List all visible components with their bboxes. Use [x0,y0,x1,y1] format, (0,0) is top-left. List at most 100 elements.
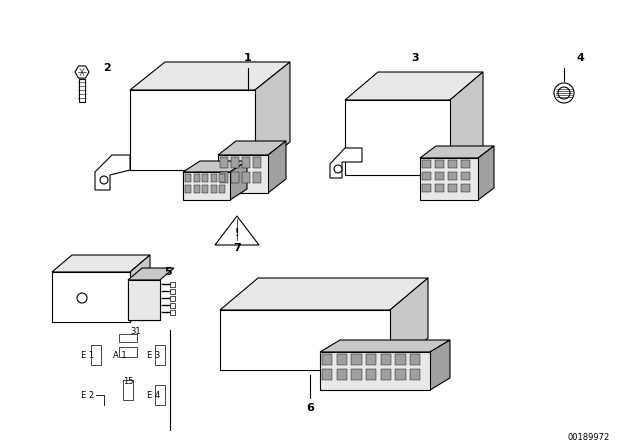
Bar [170,303,175,308]
Text: A 1: A 1 [113,350,127,359]
Polygon shape [128,268,174,280]
Text: 15: 15 [123,378,133,387]
Text: E 3: E 3 [147,350,161,359]
Polygon shape [215,216,259,245]
Polygon shape [345,72,483,100]
Polygon shape [268,141,286,193]
Bar [242,157,250,168]
Text: E 4: E 4 [147,391,161,400]
Polygon shape [183,172,230,200]
Bar [422,160,431,168]
Polygon shape [255,62,290,170]
Polygon shape [128,280,160,320]
Bar [381,354,391,365]
Bar [219,185,225,193]
Bar [242,172,250,183]
Bar [448,172,457,181]
Bar [211,174,216,182]
Bar [202,174,208,182]
Polygon shape [52,272,130,322]
Text: !: ! [235,228,239,237]
Polygon shape [330,148,362,178]
Bar [435,184,444,192]
Text: 00189972: 00189972 [568,434,610,443]
Text: 31: 31 [131,327,141,336]
Text: 5: 5 [164,267,172,277]
Polygon shape [420,158,478,200]
Polygon shape [320,340,450,352]
Polygon shape [128,280,160,320]
Text: 6: 6 [306,403,314,413]
Bar [461,160,470,168]
Bar [322,369,332,380]
Bar [435,172,444,181]
Bar [119,334,137,342]
Bar [170,310,175,315]
Bar [91,345,101,365]
Polygon shape [478,146,494,200]
Bar [422,172,431,181]
Polygon shape [230,161,247,200]
Bar [170,289,175,294]
Bar [231,157,239,168]
Bar [322,354,332,365]
Bar [253,172,261,183]
Text: 2: 2 [103,63,111,73]
Bar [170,282,175,287]
Polygon shape [430,340,450,390]
Bar [185,174,191,182]
Bar [410,354,420,365]
Polygon shape [130,255,150,322]
Bar [396,369,406,380]
Polygon shape [183,161,247,172]
Bar [155,385,165,405]
Polygon shape [220,310,390,370]
Bar [211,185,216,193]
Bar [366,369,376,380]
Polygon shape [450,72,483,175]
Bar [123,380,133,400]
Bar [193,174,200,182]
Bar [448,184,457,192]
Bar [396,354,406,365]
Polygon shape [130,90,255,170]
Text: 7: 7 [233,243,241,253]
Bar [410,369,420,380]
Polygon shape [52,255,150,272]
Bar [231,172,239,183]
Text: 4: 4 [576,53,584,63]
Polygon shape [95,155,130,190]
Polygon shape [218,155,268,193]
Polygon shape [79,79,85,102]
Bar [422,184,431,192]
Text: 3: 3 [411,53,419,63]
Polygon shape [390,278,428,370]
Polygon shape [220,278,428,310]
Circle shape [100,176,108,184]
Bar [119,347,137,357]
Bar [220,172,228,183]
Circle shape [77,293,87,303]
Bar [253,157,261,168]
Bar [381,369,391,380]
Bar [170,296,175,301]
Bar [366,354,376,365]
Polygon shape [218,141,286,155]
Bar [155,345,165,365]
Bar [193,185,200,193]
Bar [351,354,362,365]
Bar [202,185,208,193]
Polygon shape [75,66,89,78]
Bar [219,174,225,182]
Bar [337,369,347,380]
Bar [461,172,470,181]
Text: E 2: E 2 [81,391,95,400]
Bar [435,160,444,168]
Text: 1: 1 [244,53,252,63]
Bar [185,185,191,193]
Bar [461,184,470,192]
Bar [337,354,347,365]
Circle shape [334,165,342,173]
Polygon shape [130,62,290,90]
Polygon shape [420,146,494,158]
